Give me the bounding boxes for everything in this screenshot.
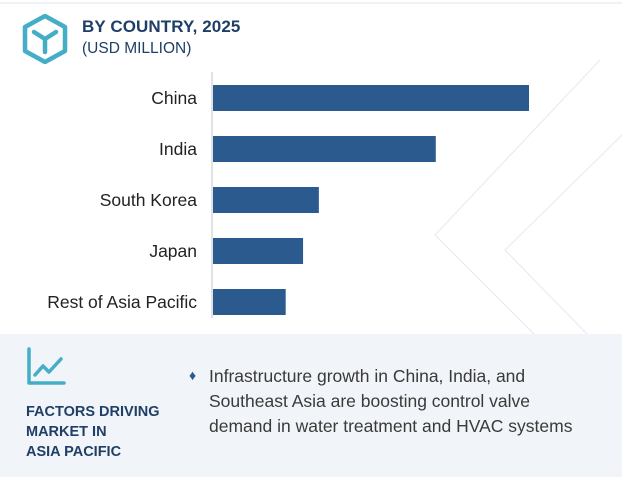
bar-chart: China India South Korea Japan Rest of Asia P… xyxy=(47,72,529,318)
factor-bullet-line: Southeast Asia are boosting control valv… xyxy=(209,391,531,411)
factor-bullet-line: demand in water treatment and HVAC syste… xyxy=(209,416,573,436)
factors-title-line: MARKET IN xyxy=(26,424,107,440)
factors-title: FACTORS DRIVING MARKET IN ASIA PACIFIC xyxy=(26,402,186,462)
factor-bullet-line: Infrastructure growth in China, India, a… xyxy=(209,366,526,386)
chart-subtitle: (USD MILLION) xyxy=(82,40,192,57)
trend-chart-icon xyxy=(27,347,66,385)
category-label: China xyxy=(151,88,197,108)
factors-title-line: ASIA PACIFIC xyxy=(26,444,122,460)
factor-bullet-text: Infrastructure growth in China, India, a… xyxy=(209,364,609,439)
chart-title: BY COUNTRY, 2025 xyxy=(82,17,241,36)
diamond-bullet-icon: ♦ xyxy=(189,367,197,383)
factors-title-line: FACTORS DRIVING xyxy=(26,404,160,420)
bar-india xyxy=(213,136,436,162)
category-label: Rest of Asia Pacific xyxy=(47,292,197,312)
bar-rest-of-asia-pacific xyxy=(213,289,286,315)
bar-south-korea xyxy=(213,187,319,213)
bar-china xyxy=(213,85,529,111)
category-label: South Korea xyxy=(100,190,198,210)
factors-panel xyxy=(0,334,622,477)
category-label: Japan xyxy=(149,241,197,261)
cube-logo-icon xyxy=(22,14,68,64)
category-label: India xyxy=(159,139,197,159)
bar-japan xyxy=(213,238,304,264)
